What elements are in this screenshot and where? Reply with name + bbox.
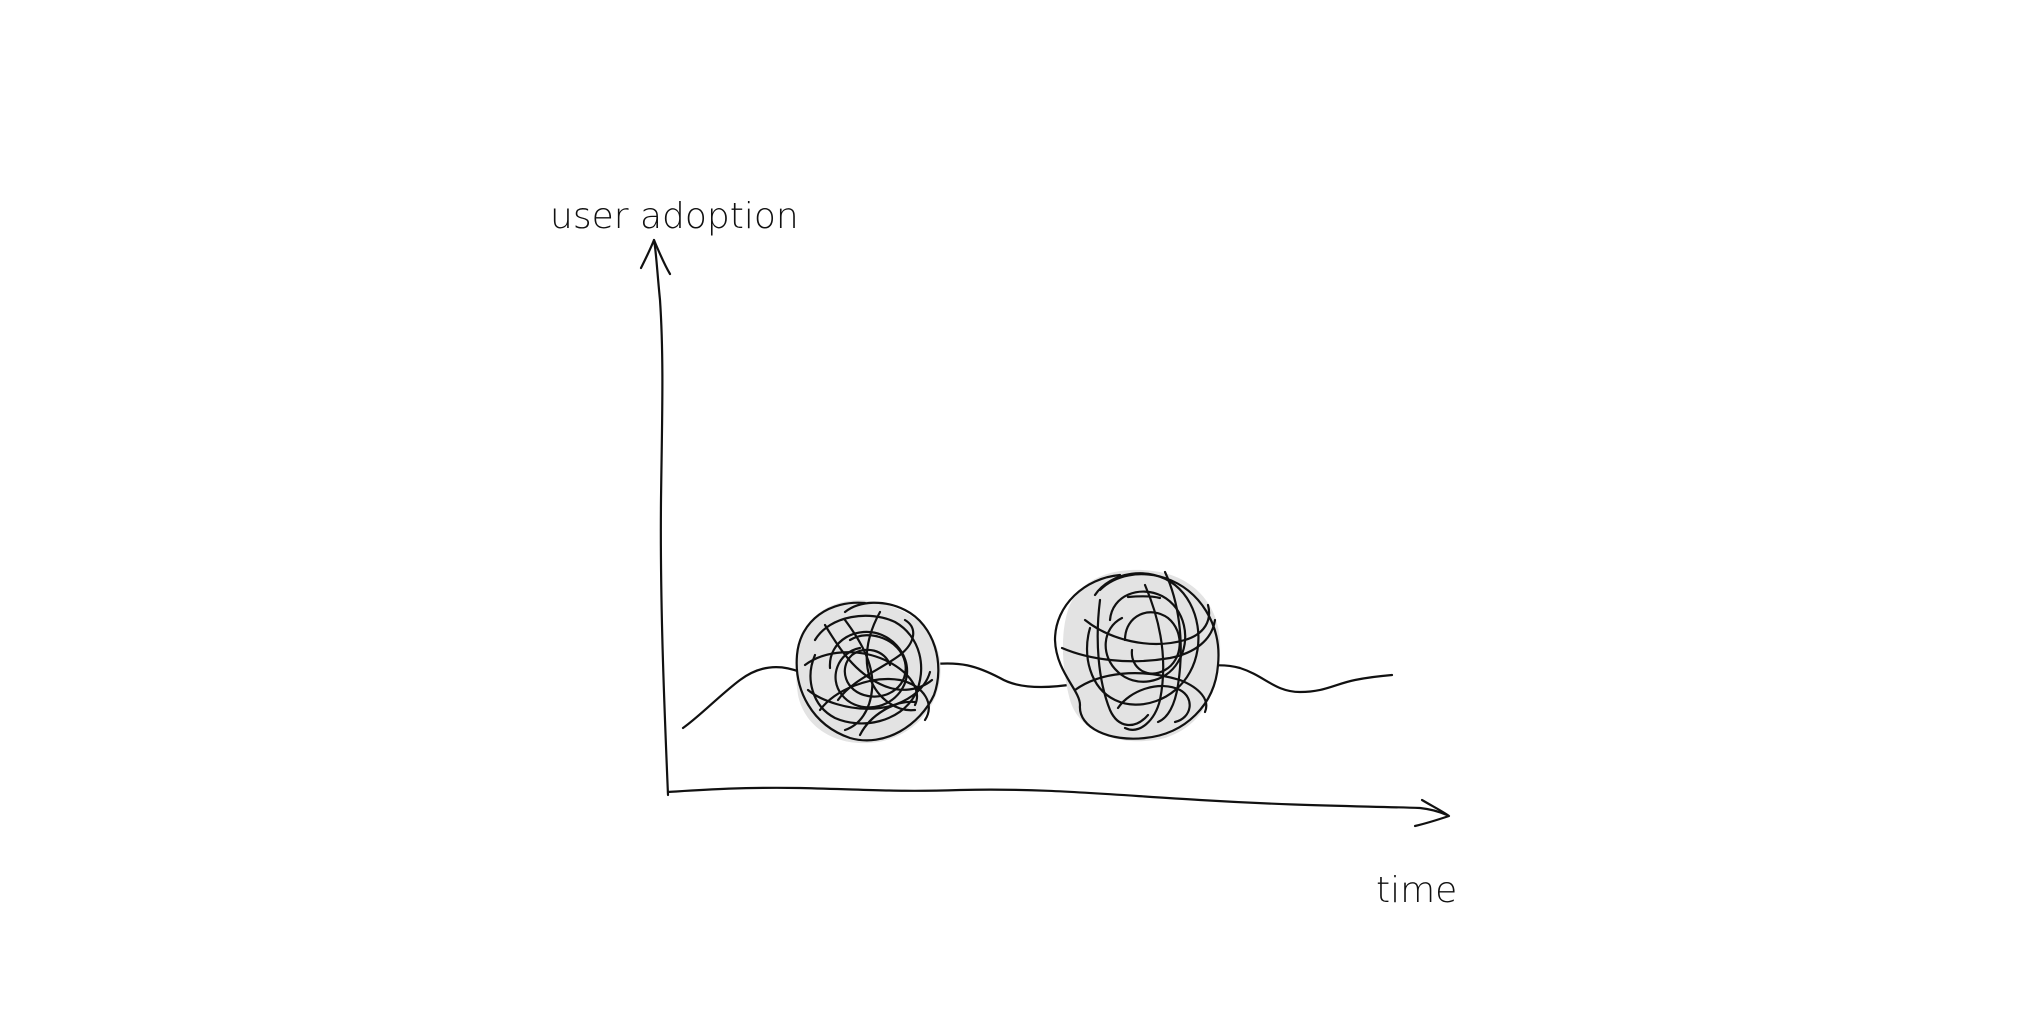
- y-axis-arrowhead: [639, 238, 672, 276]
- y-axis-line: [652, 238, 670, 797]
- x-axis-label: time: [1376, 870, 1457, 911]
- y-axis-label: user adoption: [550, 196, 799, 237]
- x-axis-arrowhead: [1413, 798, 1451, 828]
- x-axis-line: [666, 786, 1449, 817]
- adoption-curve: [681, 662, 1394, 730]
- first-tangle-scribble: [795, 600, 941, 744]
- second-tangle-scribble: [1053, 569, 1221, 742]
